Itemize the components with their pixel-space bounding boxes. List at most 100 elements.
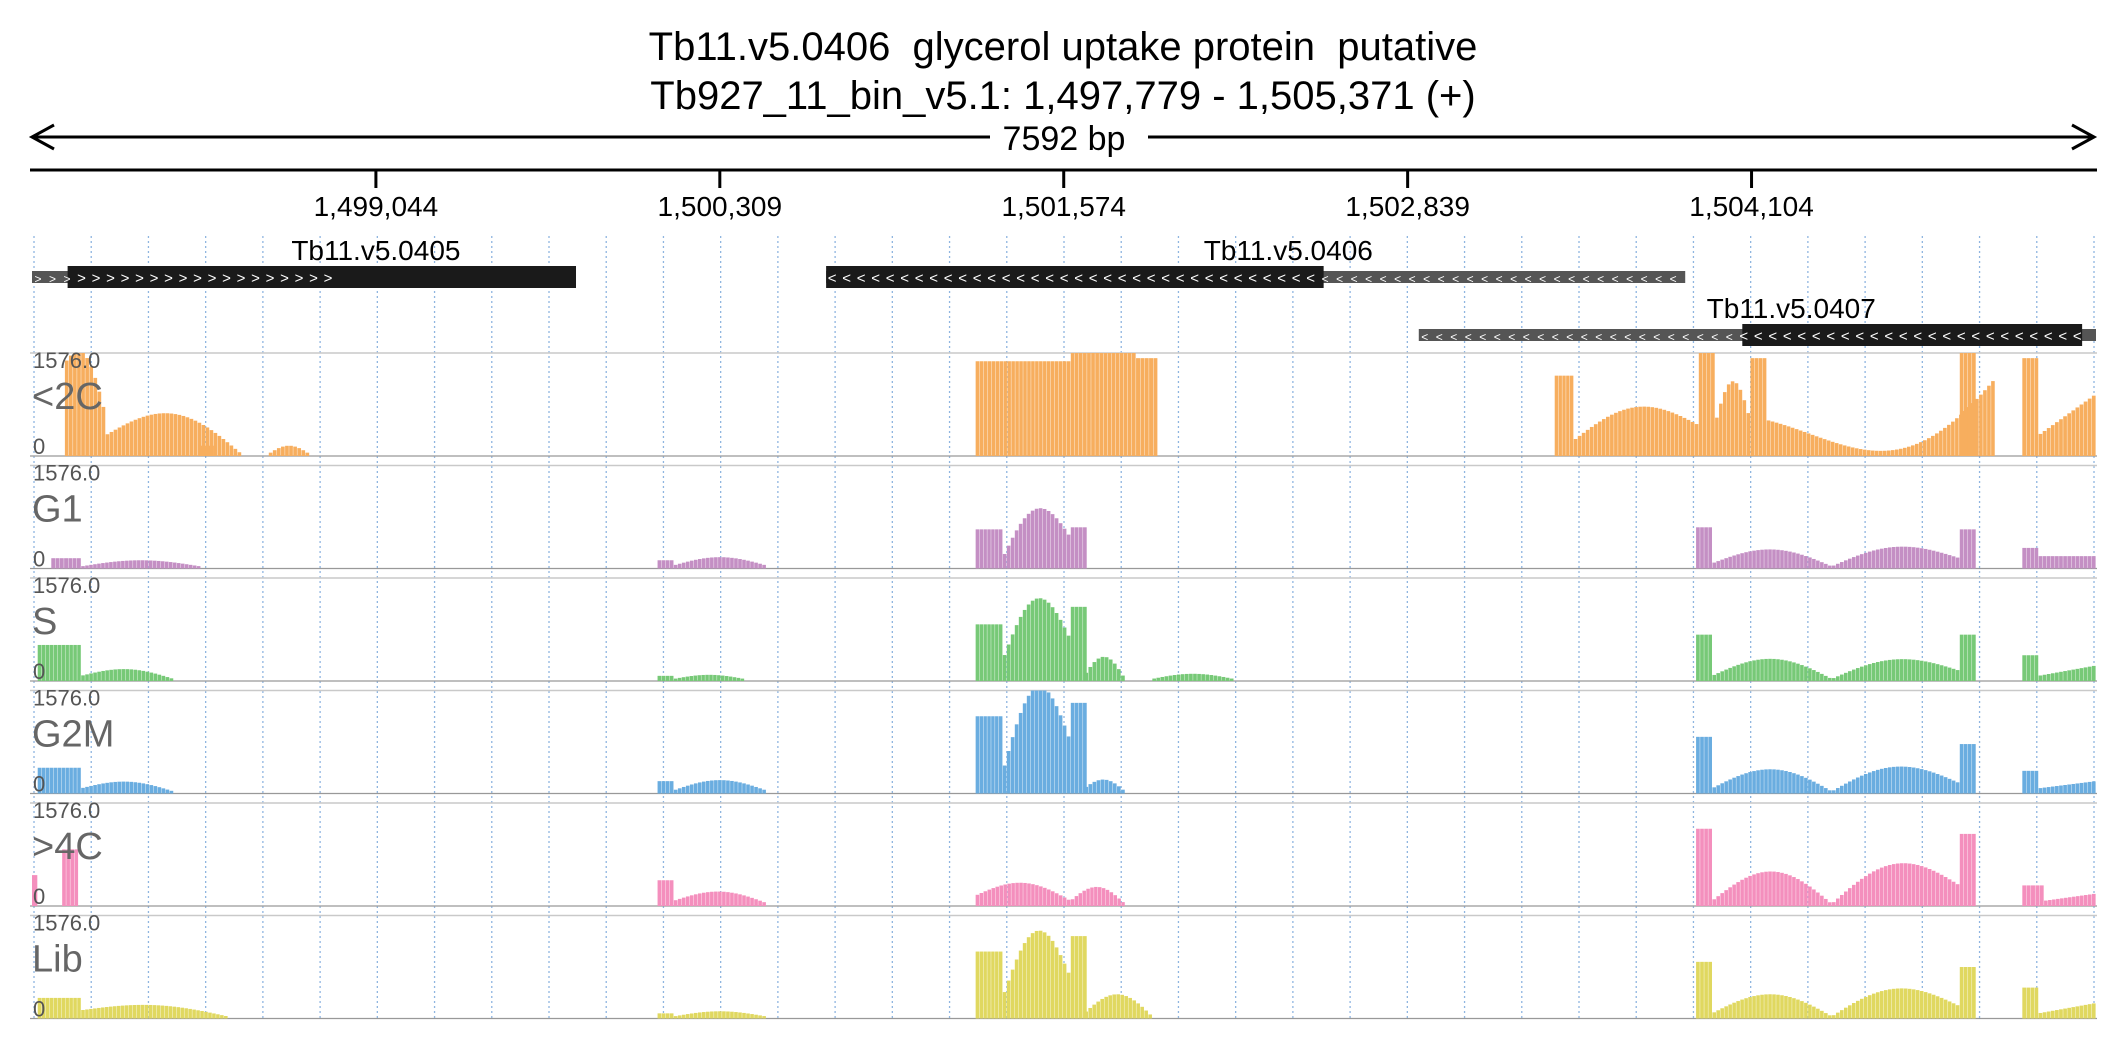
coverage-bar xyxy=(697,893,702,906)
coverage-bar xyxy=(1796,553,1800,569)
coverage-bar xyxy=(1700,828,1704,906)
coverage-bar xyxy=(53,644,58,681)
coverage-bar xyxy=(746,1013,750,1019)
coverage-bar xyxy=(1074,896,1079,906)
coverage-bar xyxy=(1034,598,1039,681)
strand-arrow-icon: < xyxy=(1928,328,1937,345)
coverage-bar xyxy=(1895,546,1900,569)
coverage-bar xyxy=(758,900,762,906)
strand-arrow-icon: < xyxy=(1826,328,1835,345)
coverage-bar xyxy=(1748,875,1752,906)
coverage-bar xyxy=(1123,353,1128,456)
coverage-bar xyxy=(2022,655,2027,681)
coverage-bar xyxy=(1744,773,1748,794)
coverage-bar xyxy=(1875,992,1880,1019)
coverage-bar xyxy=(1022,943,1027,1019)
coverage-bar xyxy=(1927,993,1932,1019)
coverage-bar xyxy=(93,672,97,681)
coverage-bar xyxy=(1816,892,1820,906)
coverage-bar xyxy=(145,784,150,794)
track-min-label: 0 xyxy=(33,659,45,684)
coverage-bar xyxy=(726,557,730,569)
coverage-bar xyxy=(224,1016,228,1019)
track-max-label: 1576.0 xyxy=(33,461,100,486)
strand-arrow-icon: < xyxy=(1812,328,1821,345)
coverage-bar xyxy=(1074,527,1079,569)
coverage-bar xyxy=(1836,563,1840,569)
coverage-bar xyxy=(1742,400,1747,456)
coverage-bar xyxy=(1820,895,1824,906)
coverage-bar xyxy=(1919,990,1924,1019)
coverage-bar xyxy=(2063,1008,2067,1019)
coverage-bar xyxy=(720,675,725,681)
coverage-bar xyxy=(1078,702,1083,794)
coverage-bar xyxy=(1732,555,1736,569)
coverage-bar xyxy=(1026,695,1031,794)
coverage-bar xyxy=(1923,867,1928,906)
coverage-bar xyxy=(1947,879,1952,906)
coverage-bar xyxy=(1923,770,1928,794)
coverage-bar xyxy=(2083,401,2088,456)
coverage-bar xyxy=(685,561,690,569)
coverage-bar xyxy=(1734,383,1739,456)
coverage-bar xyxy=(1764,871,1768,906)
coverage-bar xyxy=(718,891,722,906)
coverage-bar xyxy=(1812,781,1816,794)
coverage-bar xyxy=(1121,789,1125,794)
coverage-bar xyxy=(693,894,698,906)
coverage-bar xyxy=(1816,560,1820,569)
coverage-bar xyxy=(1887,547,1892,569)
coverage-bar xyxy=(1015,361,1019,456)
strand-arrow-icon: < xyxy=(1423,272,1430,286)
coverage-bar xyxy=(1836,898,1840,906)
coverage-bar xyxy=(281,446,285,456)
coverage-bar xyxy=(69,767,73,794)
coverage-bar xyxy=(1808,557,1812,569)
coverage-bar xyxy=(1213,675,1218,681)
coverage-bar xyxy=(1883,990,1888,1019)
coverage-bar xyxy=(1840,785,1844,794)
strand-arrow-icon: < xyxy=(2044,328,2053,345)
coverage-bar xyxy=(1092,781,1097,794)
coverage-bar xyxy=(1796,663,1800,681)
coverage-bar xyxy=(1943,777,1948,794)
coverage-bar xyxy=(1792,998,1796,1019)
coverage-bar xyxy=(2026,547,2031,569)
coverage-bar xyxy=(1784,873,1788,906)
strand-arrow-icon: < xyxy=(1641,272,1648,286)
coverage-bar xyxy=(1712,1012,1716,1019)
coverage-bar xyxy=(665,1013,670,1019)
coverage-bar xyxy=(1748,661,1752,681)
coverage-bar xyxy=(53,997,58,1019)
coverage-bar xyxy=(1720,893,1724,906)
coverage-bar xyxy=(117,561,121,569)
coverage-bar xyxy=(1979,394,1983,456)
axis-tick-label: 1,499,044 xyxy=(314,191,439,222)
coverage-bar xyxy=(1018,712,1023,794)
strand-arrow-icon: < xyxy=(1610,330,1617,344)
coverage-bar xyxy=(1006,644,1011,681)
coverage-bar xyxy=(2042,1012,2047,1019)
coverage-bar xyxy=(1738,389,1743,456)
coverage-bar xyxy=(1972,634,1976,681)
coverage-bar xyxy=(758,1015,762,1019)
coverage-bar xyxy=(1967,529,1972,569)
coverage-bar xyxy=(2067,556,2072,569)
coverage-bar xyxy=(51,558,56,569)
coverage-bar xyxy=(1816,671,1820,681)
coverage-bar xyxy=(2034,770,2039,794)
coverage-bar xyxy=(762,902,766,906)
coverage-bar xyxy=(1097,887,1102,906)
coverage-bar xyxy=(697,782,702,794)
coverage-bar xyxy=(1899,988,1904,1019)
coverage-bar xyxy=(1058,619,1063,681)
coverage-bar xyxy=(2042,674,2047,681)
coverage-bar xyxy=(161,788,166,794)
coverage-bar xyxy=(1919,769,1924,794)
coverage-bar xyxy=(59,558,64,569)
coverage-bar xyxy=(193,420,198,456)
coverage-bar xyxy=(1117,898,1121,906)
coverage-bar xyxy=(1828,565,1832,569)
coverage-bar xyxy=(1030,933,1035,1019)
